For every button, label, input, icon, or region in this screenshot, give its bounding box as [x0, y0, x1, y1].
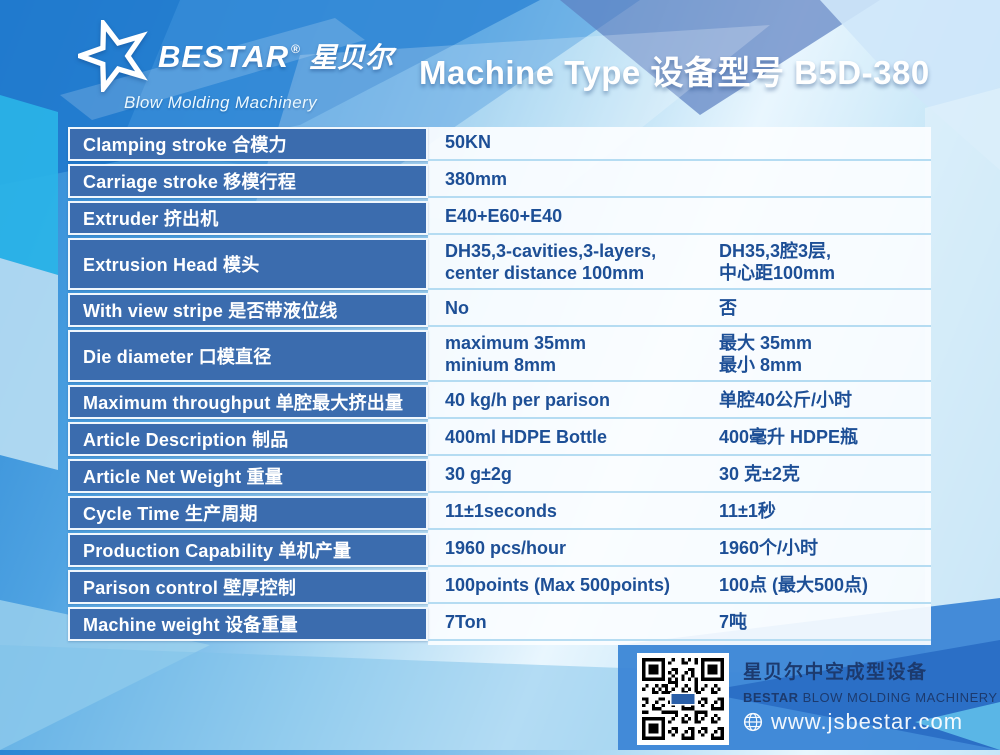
website-link: www.jsbestar.com — [771, 709, 964, 734]
row-label: Article Net Weight 重量 — [68, 459, 428, 493]
value-panel — [428, 127, 931, 645]
row-label: With view stripe 是否带液位线 — [68, 293, 428, 327]
table-row: Extruder 挤出机 E40+E60+E40 — [68, 201, 931, 235]
table-row: Machine weight 设备重量 7Ton 7吨 — [68, 607, 931, 641]
row-label: Machine weight 设备重量 — [68, 607, 428, 641]
page-header: BESTAR ® 星贝尔 Blow Molding Machinery Mach… — [78, 20, 930, 113]
row-value-zh — [712, 164, 931, 198]
row-value-en: 30 g±2g — [428, 459, 712, 493]
row-value-zh: 单腔40公斤/小时 — [712, 385, 931, 419]
brand-name-chinese: 星贝尔 — [309, 42, 394, 73]
row-value-zh: 1960个/小时 — [712, 533, 931, 567]
registered-trademark: ® — [291, 42, 300, 56]
row-value-en: 400ml HDPE Bottle — [428, 422, 712, 456]
table-row: Carriage stroke 移模行程 380mm — [68, 164, 931, 198]
brand-logo: BESTAR ® 星贝尔 Blow Molding Machinery — [78, 20, 393, 113]
table-row: Article Description 制品 400ml HDPE Bottle… — [68, 422, 931, 456]
table-row: Maximum throughput 单腔最大挤出量 40 kg/h per p… — [68, 385, 931, 419]
row-label: Production Capability 单机产量 — [68, 533, 428, 567]
row-value-en: 1960 pcs/hour — [428, 533, 712, 567]
page-title: Machine Type 设备型号 B5D-380 — [419, 54, 930, 91]
globe-icon — [743, 712, 763, 732]
row-value-zh: 400毫升 HDPE瓶 — [712, 422, 931, 456]
row-label: Article Description 制品 — [68, 422, 428, 456]
spec-table: Clamping stroke 合模力 50KN Carriage stroke… — [68, 127, 931, 641]
row-label: Parison control 壁厚控制 — [68, 570, 428, 604]
table-row: Cycle Time 生产周期 11±1seconds 11±1秒 — [68, 496, 931, 530]
row-label: Clamping stroke 合模力 — [68, 127, 428, 161]
row-value-en: 40 kg/h per parison — [428, 385, 712, 419]
row-value-zh: 30 克±2克 — [712, 459, 931, 493]
row-label: Die diameter 口模直径 — [68, 330, 428, 382]
table-row: Parison control 壁厚控制 100points (Max 500p… — [68, 570, 931, 604]
row-label: Extruder 挤出机 — [68, 201, 428, 235]
website-row: www.jsbestar.com — [743, 709, 998, 735]
footer-company: BLOW MOLDING MACHINERY — [802, 690, 998, 705]
qr-code — [637, 653, 729, 745]
row-value-zh — [712, 201, 931, 235]
row-label: Maximum throughput 单腔最大挤出量 — [68, 385, 428, 419]
row-value-en: E40+E60+E40 — [428, 201, 712, 235]
brand-tagline: Blow Molding Machinery — [124, 93, 318, 112]
table-row: Production Capability 单机产量 1960 pcs/hour… — [68, 533, 931, 567]
table-row: With view stripe 是否带液位线 No 否 — [68, 293, 931, 327]
footer-brand: BESTAR — [743, 690, 799, 705]
table-row: Die diameter 口模直径 maximum 35mm minium 8m… — [68, 330, 931, 382]
star-icon — [78, 20, 148, 92]
company-name-chinese: 星贝尔中空成型设备 — [743, 662, 928, 683]
row-value-zh: 最大 35mm 最小 8mm — [712, 330, 931, 382]
row-value-zh: 11±1秒 — [712, 496, 931, 530]
row-value-en: 100points (Max 500points) — [428, 570, 712, 604]
company-name-english: BESTAR BLOW MOLDING MACHINERY — [743, 690, 998, 705]
row-label: Carriage stroke 移模行程 — [68, 164, 428, 198]
brand-name: BESTAR — [158, 39, 290, 74]
row-value-en: 380mm — [428, 164, 712, 198]
row-value-zh: DH35,3腔3层, 中心距100mm — [712, 238, 931, 290]
row-value-en: 11±1seconds — [428, 496, 712, 530]
row-value-en: 50KN — [428, 127, 712, 161]
row-value-zh — [712, 127, 931, 161]
table-row: Article Net Weight 重量 30 g±2g 30 克±2克 — [68, 459, 931, 493]
table-row: Clamping stroke 合模力 50KN — [68, 127, 931, 161]
row-value-en: DH35,3-cavities,3-layers, center distanc… — [428, 238, 712, 290]
table-row: Extrusion Head 模头 DH35,3-cavities,3-laye… — [68, 238, 931, 290]
row-value-zh: 否 — [712, 293, 931, 327]
row-value-en: maximum 35mm minium 8mm — [428, 330, 712, 382]
row-label: Cycle Time 生产周期 — [68, 496, 428, 530]
page-footer: 星贝尔中空成型设备 BESTAR BLOW MOLDING MACHINERY … — [637, 653, 998, 745]
row-value-en: No — [428, 293, 712, 327]
row-value-en: 7Ton — [428, 607, 712, 641]
row-value-zh: 7吨 — [712, 607, 931, 641]
row-value-zh: 100点 (最大500点) — [712, 570, 931, 604]
row-label: Extrusion Head 模头 — [68, 238, 428, 290]
